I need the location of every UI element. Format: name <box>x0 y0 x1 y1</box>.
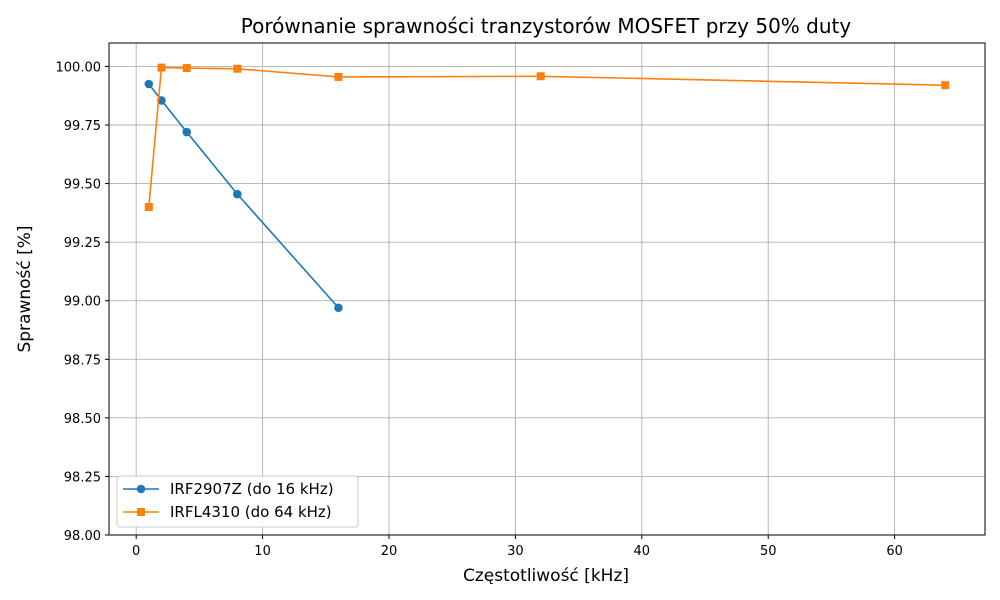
legend-label: IRF2907Z (do 16 kHz) <box>170 480 334 498</box>
ticks: 0 10 20 30 40 50 60 98.00 98.25 98.50 98.75 99.00 99… <box>56 60 903 559</box>
x-tick-label: 0 <box>132 544 140 559</box>
data-point <box>182 64 191 73</box>
y-tick-label: 98.25 <box>64 470 101 485</box>
plot-area-frame <box>108 42 986 536</box>
legend-box <box>116 475 359 528</box>
y-tick-label: 100.00 <box>56 60 102 75</box>
x-tick-label: 60 <box>886 544 903 559</box>
data-point <box>182 127 192 137</box>
chart-title: Porównanie sprawności tranzystorów MOSFE… <box>241 14 852 38</box>
series-1 <box>144 79 343 313</box>
x-axis-title: Częstotliwość [kHz] <box>463 566 629 586</box>
x-tick-label: 10 <box>254 544 271 559</box>
series-layer <box>144 63 950 313</box>
data-point <box>233 189 242 199</box>
y-tick-label: 98.00 <box>64 529 101 544</box>
legend-label: IRFL4310 (do 64 kHz) <box>170 503 332 521</box>
data-point <box>941 81 950 90</box>
data-point <box>144 79 154 89</box>
series-2 <box>144 63 950 211</box>
x-tick-label: 40 <box>634 544 651 559</box>
y-tick-label: 98.75 <box>64 353 101 368</box>
y-tick-label: 99.75 <box>64 119 101 134</box>
data-point <box>157 63 166 72</box>
legend-item: IRFL4310 (do 64 kHz) <box>123 503 332 521</box>
y-axis-title: Sprawność [%] <box>15 225 35 352</box>
legend-marker <box>136 484 146 494</box>
y-tick-label: 99.00 <box>64 295 101 310</box>
x-tick-label: 50 <box>760 544 777 559</box>
data-point <box>233 64 242 73</box>
legend-marker <box>137 508 145 516</box>
data-point <box>536 72 545 81</box>
x-tick-label: 30 <box>507 544 524 559</box>
legend: IRF2907Z (do 16 kHz) IRFL4310 (do 64 kHz) <box>116 475 359 528</box>
x-tick-label: 20 <box>381 544 398 559</box>
data-point <box>334 72 343 81</box>
data-point <box>144 203 153 211</box>
y-tick-label: 99.25 <box>64 236 101 251</box>
data-point <box>334 303 343 313</box>
y-tick-label: 98.50 <box>64 412 101 427</box>
legend-item: IRF2907Z (do 16 kHz) <box>123 480 334 498</box>
y-tick-label: 99.50 <box>64 178 101 193</box>
